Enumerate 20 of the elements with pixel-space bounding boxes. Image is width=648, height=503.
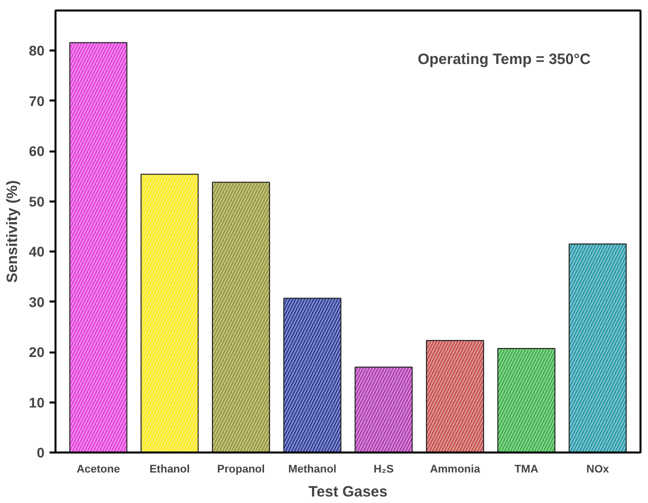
x-tick-label: NOx (586, 464, 610, 476)
x-tick-label: Methanol (288, 464, 336, 476)
x-tick-label: Ethanol (149, 464, 190, 476)
annotation: Operating Temp = 350°C (418, 50, 591, 68)
y-tick-label: 40 (28, 244, 45, 260)
y-tick-label: 20 (28, 344, 45, 360)
x-tick-label: Acetone (76, 464, 120, 476)
x-tick-label: H₂S (374, 464, 394, 476)
x-axis-title: Test Gases (308, 484, 388, 500)
y-tick-label: 60 (28, 143, 45, 160)
y-tick-label: 80 (28, 42, 45, 59)
y-tick-label: 70 (28, 92, 45, 109)
y-tick-label: 30 (28, 294, 45, 310)
y-tick-label: 50 (28, 193, 45, 210)
y-tick-label: 10 (28, 394, 45, 410)
y-tick-label: 0 (36, 444, 45, 460)
x-tick-label: Ammonia (430, 464, 481, 476)
y-axis-title: Sensitivity (%) (4, 180, 21, 283)
x-tick-label: TMA (514, 464, 538, 476)
x-tick-label: Propanol (217, 464, 265, 476)
